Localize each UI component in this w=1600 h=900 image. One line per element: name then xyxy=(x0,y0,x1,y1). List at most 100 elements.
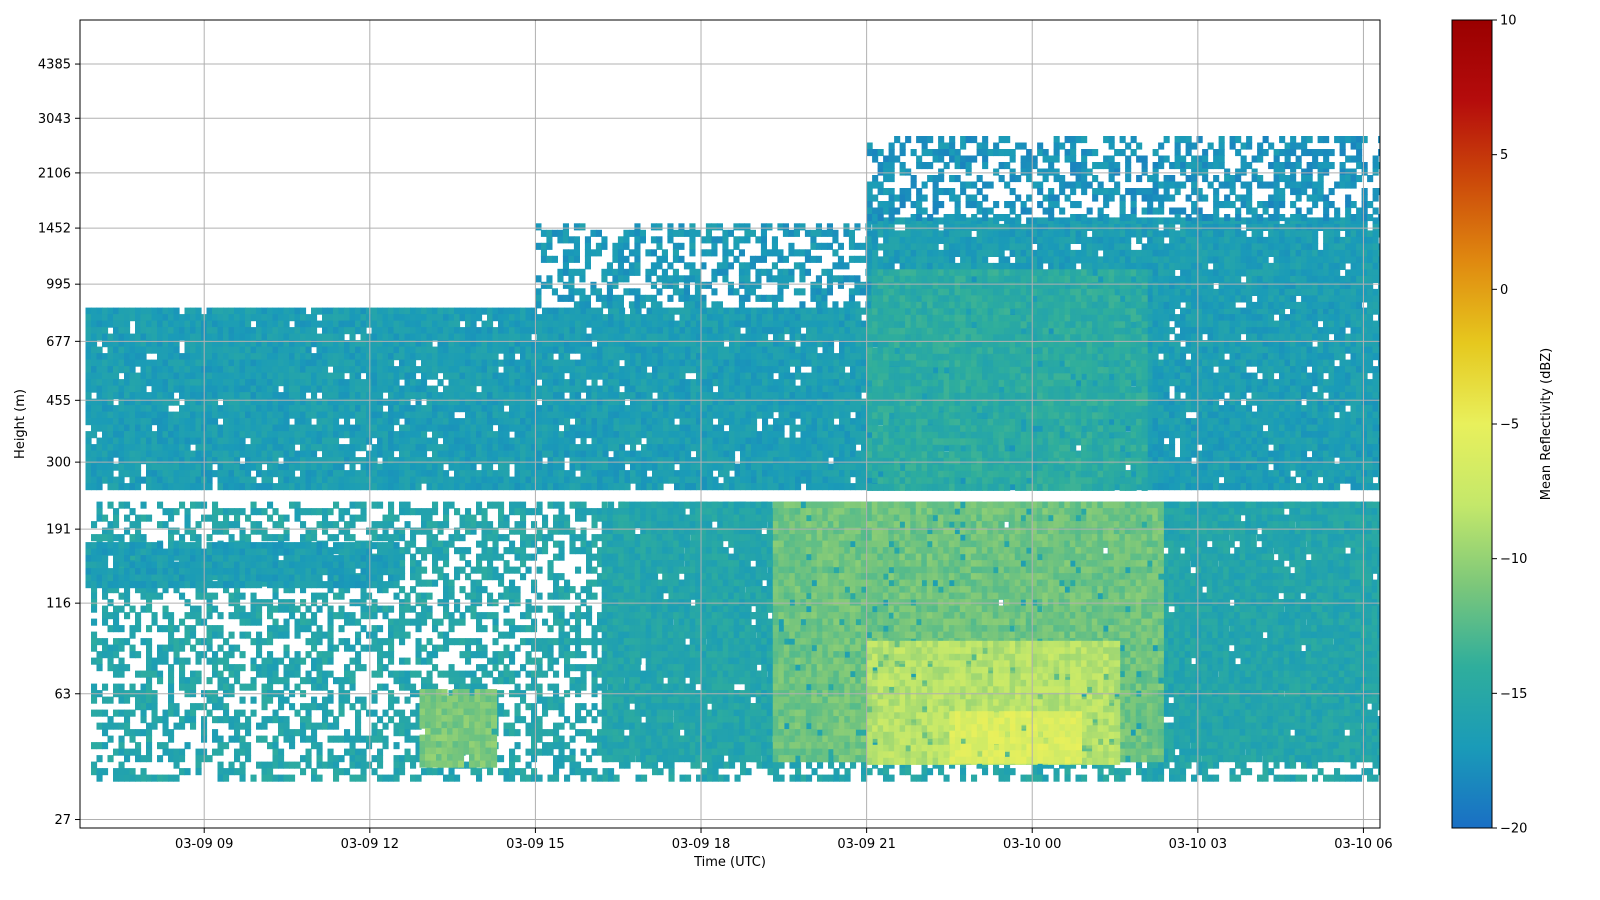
heatmap-cell xyxy=(322,463,329,471)
heatmap-cell xyxy=(245,366,252,374)
heatmap-cell xyxy=(481,307,488,315)
heatmap-cell xyxy=(652,483,659,491)
heatmap-cell xyxy=(591,463,598,471)
heatmap-cell xyxy=(261,353,268,361)
heatmap-cell xyxy=(707,483,714,491)
heatmap-cell xyxy=(333,483,340,491)
heatmap-cell xyxy=(800,450,807,458)
heatmap-cell xyxy=(190,346,197,354)
heatmap-cell xyxy=(316,424,323,432)
heatmap-cell xyxy=(635,392,642,400)
heatmap-cell xyxy=(217,405,224,413)
heatmap-cell xyxy=(256,327,263,335)
heatmap-cell xyxy=(432,405,439,413)
heatmap-cell xyxy=(228,320,235,328)
heatmap-cell xyxy=(168,476,175,484)
heatmap-cell xyxy=(393,307,400,315)
heatmap-cell xyxy=(338,359,345,367)
heatmap-cell xyxy=(459,392,466,400)
heatmap-cell xyxy=(426,392,433,400)
heatmap-cell xyxy=(443,366,450,374)
heatmap-cell xyxy=(487,333,494,341)
heatmap-cell xyxy=(509,457,516,465)
heatmap-cell xyxy=(888,411,895,419)
heatmap-cell xyxy=(487,470,494,478)
heatmap-cell xyxy=(657,340,664,348)
heatmap-cell xyxy=(432,366,439,374)
heatmap-cell xyxy=(239,483,246,491)
heatmap-cell xyxy=(349,470,356,478)
heatmap-cell xyxy=(173,353,180,361)
heatmap-cell xyxy=(382,366,389,374)
heatmap-cell xyxy=(289,463,296,471)
heatmap-cell xyxy=(740,366,747,374)
heatmap-cell xyxy=(542,470,549,478)
heatmap-cell xyxy=(454,450,461,458)
heatmap-cell xyxy=(206,346,213,354)
heatmap-cell xyxy=(707,307,714,315)
heatmap-cell xyxy=(360,346,367,354)
heatmap-cell xyxy=(91,424,98,432)
heatmap-cell xyxy=(685,405,692,413)
heatmap-cell xyxy=(344,411,351,419)
heatmap-cell xyxy=(811,353,818,361)
heatmap-cell xyxy=(1020,327,1027,335)
heatmap-cell xyxy=(85,418,92,426)
heatmap-cell xyxy=(652,405,659,413)
heatmap-cell xyxy=(525,444,532,452)
heatmap-cell xyxy=(118,379,125,387)
heatmap-cell xyxy=(184,359,191,367)
heatmap-cell xyxy=(542,359,549,367)
heatmap-cell xyxy=(355,398,362,406)
heatmap-cell xyxy=(102,327,109,335)
heatmap-cell xyxy=(773,333,780,341)
heatmap-cell xyxy=(514,307,521,315)
heatmap-cell xyxy=(162,431,169,439)
heatmap-cell xyxy=(756,463,763,471)
heatmap-cell xyxy=(773,327,780,335)
heatmap-cell xyxy=(261,444,268,452)
heatmap-cell xyxy=(195,483,202,491)
heatmap-cell xyxy=(784,418,791,426)
heatmap-cell xyxy=(817,307,824,315)
heatmap-cell xyxy=(399,346,406,354)
heatmap-cell xyxy=(470,392,477,400)
heatmap-cell xyxy=(520,450,527,458)
heatmap-cell xyxy=(696,327,703,335)
heatmap-cell xyxy=(146,476,153,484)
heatmap-cell xyxy=(173,411,180,419)
heatmap-cell xyxy=(349,411,356,419)
heatmap-cell xyxy=(520,340,527,348)
heatmap-cell xyxy=(734,392,741,400)
heatmap-cell xyxy=(316,437,323,445)
heatmap-cell xyxy=(421,437,428,445)
heatmap-cell xyxy=(426,314,433,322)
heatmap-cell xyxy=(520,431,527,439)
heatmap-cell xyxy=(151,450,158,458)
heatmap-cell xyxy=(624,379,631,387)
heatmap-cell xyxy=(146,470,153,478)
heatmap-cell xyxy=(740,359,747,367)
heatmap-cell xyxy=(432,333,439,341)
heatmap-cell xyxy=(635,327,642,335)
heatmap-cell xyxy=(553,470,560,478)
heatmap-cell xyxy=(415,340,422,348)
heatmap-cell xyxy=(173,346,180,354)
heatmap-cell xyxy=(553,340,560,348)
heatmap-cell xyxy=(261,398,268,406)
heatmap-cell xyxy=(569,437,576,445)
heatmap-cell xyxy=(701,392,708,400)
heatmap-cell xyxy=(498,418,505,426)
heatmap-cell xyxy=(652,476,659,484)
heatmap-cell xyxy=(289,314,296,322)
heatmap-cell xyxy=(740,470,747,478)
heatmap-cell xyxy=(586,314,593,322)
heatmap-cell xyxy=(696,431,703,439)
heatmap-cell xyxy=(404,470,411,478)
heatmap-cell xyxy=(828,327,835,335)
heatmap-cell xyxy=(223,444,230,452)
heatmap-cell xyxy=(124,333,131,341)
heatmap-cell xyxy=(602,476,609,484)
heatmap-cell xyxy=(624,431,631,439)
heatmap-cell xyxy=(404,457,411,465)
